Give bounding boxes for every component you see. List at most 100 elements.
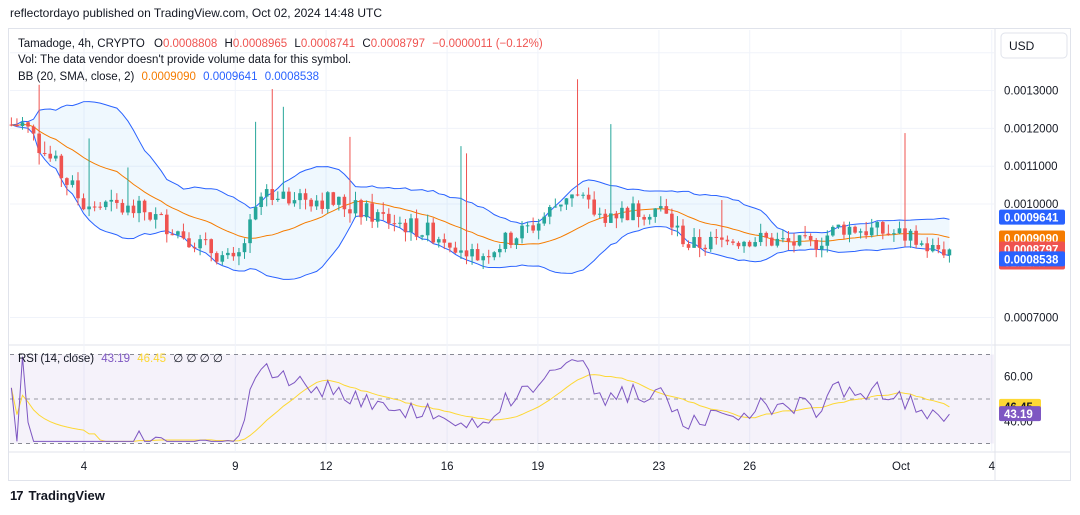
time-axis[interactable]: 4 9 12 16 19 23 26 Oct 4 [81, 461, 996, 473]
svg-text:Tamadoge, 4h, CRYPTO O0.: Tamadoge, 4h, CRYPTO O0.0008808 H0.00089… [18, 38, 543, 50]
candle-body [348, 209, 352, 214]
candle-body [26, 122, 30, 127]
time-tick-label: Oct [892, 461, 911, 473]
candle-body [847, 226, 852, 235]
candle-body [781, 238, 785, 240]
candle-body [76, 180, 80, 199]
candle-body [531, 225, 535, 231]
candle-body [209, 239, 214, 254]
candle-body [842, 224, 846, 235]
candle-body [387, 213, 391, 224]
price-tick-label: 0.0007000 [1004, 313, 1058, 325]
candle-body [303, 193, 308, 200]
legend-bb-lower: 0.0008538 [265, 71, 319, 83]
candle-body [775, 238, 780, 246]
candle-body [592, 199, 596, 215]
candle-body [575, 194, 580, 196]
time-tick-label: 12 [320, 461, 333, 473]
candle-body [98, 206, 102, 208]
legend-bb-label: BB (20, SMA, close, 2) [18, 71, 134, 83]
candle-body [836, 224, 841, 227]
candle-body [686, 244, 691, 248]
tradingview-footer[interactable]: 17 TradingView [10, 488, 105, 503]
bb-fill [11, 101, 950, 280]
grid [10, 30, 994, 452]
candle-body [919, 243, 924, 245]
candle-body [81, 198, 86, 210]
candle-body [875, 222, 880, 228]
price-tick-label: 0.0012000 [1004, 123, 1058, 135]
candle-body [720, 237, 724, 240]
candle-body [769, 237, 774, 246]
candle-body [115, 199, 119, 203]
candle-body [364, 203, 369, 218]
candle-body [381, 212, 386, 214]
candle-body [892, 233, 896, 235]
currency-button[interactable]: USD [1000, 32, 1068, 59]
candle-body [642, 216, 646, 220]
candle-body [786, 238, 791, 242]
candle-body [547, 207, 552, 217]
candle-body [192, 247, 197, 249]
candle-body [758, 232, 763, 243]
legend-h-label: H [225, 38, 233, 50]
candle-body [187, 238, 191, 248]
candle-body [597, 213, 602, 215]
candle-body [853, 226, 857, 233]
time-tick-label: 19 [531, 461, 544, 473]
price-labels: 0.00096410.00090900.000879701:11:470.000… [999, 209, 1065, 270]
candle-body [703, 247, 707, 250]
candle-body [48, 153, 53, 159]
candle-body [359, 200, 363, 218]
candle-body [231, 252, 236, 257]
candle-body [414, 218, 419, 237]
candle-body [742, 241, 746, 247]
price-tick-label: 0.0013000 [1004, 86, 1058, 98]
candle-body [92, 206, 97, 208]
legend-rsi-label: RSI (14, close) [18, 353, 94, 365]
candle-body [614, 213, 619, 219]
price-axis[interactable]: 0.00140000.00130000.00120000.00110000.00… [1004, 48, 1058, 325]
candle-body [331, 192, 336, 205]
candle-body [259, 196, 263, 207]
candle-body [409, 218, 413, 233]
tradingview-logo-icon: 17 [10, 488, 24, 503]
candle-body [886, 233, 891, 235]
candle-body [525, 225, 530, 227]
chart-frame [8, 28, 1071, 481]
bb-lower-price-label: 0.0008538 [1004, 254, 1059, 266]
candle-body [509, 232, 513, 245]
candle-body [881, 222, 885, 234]
candle-body [814, 239, 819, 250]
candle-body [459, 250, 463, 253]
candle-body [314, 200, 319, 207]
candle-body [120, 202, 125, 213]
candle-body [431, 222, 436, 243]
footer-brand: TradingView [28, 488, 105, 503]
candle-body [142, 200, 147, 213]
legend-symbol: Tamadoge, 4h, CRYPTO [18, 38, 145, 50]
legend-o-label: O [154, 38, 163, 50]
time-tick-label: 16 [441, 461, 454, 473]
candle-body [220, 255, 225, 262]
candle-body [903, 228, 907, 241]
time-tick-label: 4 [81, 461, 88, 473]
candle-body [137, 200, 141, 214]
rsi-ma-line [10, 374, 950, 442]
svg-text:RSI (14, close) 43.19: RSI (14, close) 43.19 46.45 ∅ ∅ ∅ ∅ [18, 353, 223, 365]
candle-body [375, 212, 380, 222]
candle-body [248, 219, 252, 244]
candle-body [370, 203, 374, 222]
candle-body [292, 200, 297, 204]
candle-body [475, 249, 480, 261]
candle-body [620, 207, 624, 219]
time-tick-label: 23 [653, 461, 666, 473]
candle-body [914, 230, 918, 245]
candle-body [675, 225, 680, 228]
candle-body [692, 237, 696, 248]
candle-body [31, 126, 36, 134]
price-tick-label: 0.0011000 [1004, 161, 1058, 173]
candle-body [148, 212, 152, 220]
